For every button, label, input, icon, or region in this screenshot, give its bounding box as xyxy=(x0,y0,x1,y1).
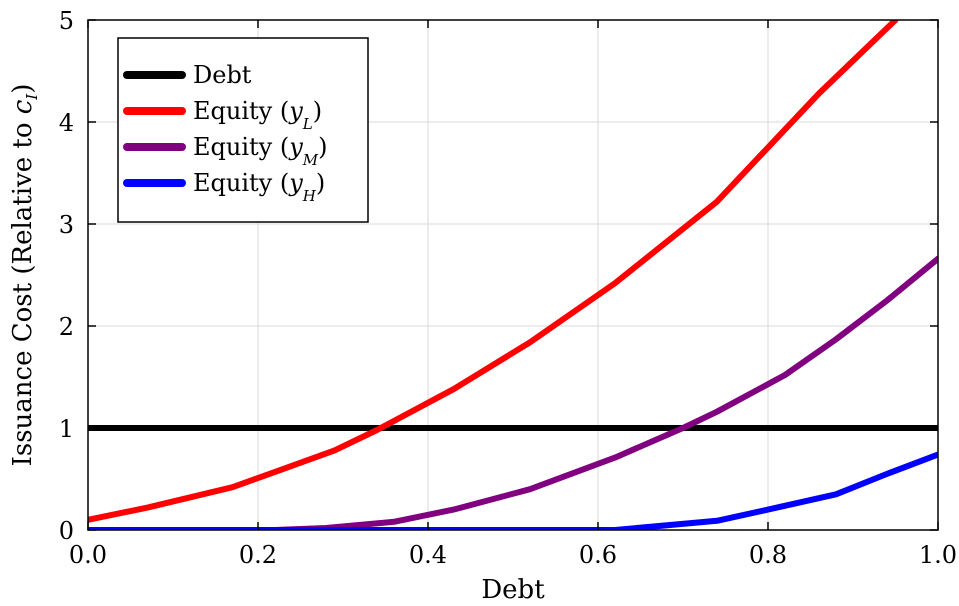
y-tick-label: 2 xyxy=(59,313,74,341)
series-line-1 xyxy=(88,20,899,523)
tick-labels: 0.0 0.2 0.4 0.6 0.8 1.0 0 1 2 3 4 5 xyxy=(59,7,957,569)
y-axis-label: Issuance Cost (Relative to cI) xyxy=(8,84,41,467)
legend: Debt Equity (yL)Equity (yM)Equity (yH) xyxy=(117,37,369,223)
x-tick-label: 0.2 xyxy=(239,541,277,569)
legend-entry-2: Equity (yM) xyxy=(193,133,328,169)
y-tick-label: 0 xyxy=(59,517,74,545)
series-line-3 xyxy=(88,451,938,530)
series-lines xyxy=(88,20,938,530)
y-tick-label: 4 xyxy=(59,109,74,137)
legend-box xyxy=(117,37,369,223)
plot-frame xyxy=(87,19,939,531)
x-tick-label: 0.8 xyxy=(749,541,787,569)
x-tick-label: 0.0 xyxy=(69,541,107,569)
x-axis-label: Debt xyxy=(481,575,545,605)
axis-ticks xyxy=(87,19,939,531)
legend-entry-1: Equity (yL) xyxy=(193,97,322,133)
x-tick-label: 0.4 xyxy=(409,541,447,569)
x-tick-label: 1.0 xyxy=(919,541,957,569)
y-tick-label: 5 xyxy=(59,7,74,35)
legend-entry-0: Debt xyxy=(193,61,252,89)
x-tick-label: 0.6 xyxy=(579,541,617,569)
legend-entry-3: Equity (yH) xyxy=(193,169,325,205)
y-tick-label: 1 xyxy=(59,415,74,443)
y-tick-label: 3 xyxy=(59,211,74,239)
